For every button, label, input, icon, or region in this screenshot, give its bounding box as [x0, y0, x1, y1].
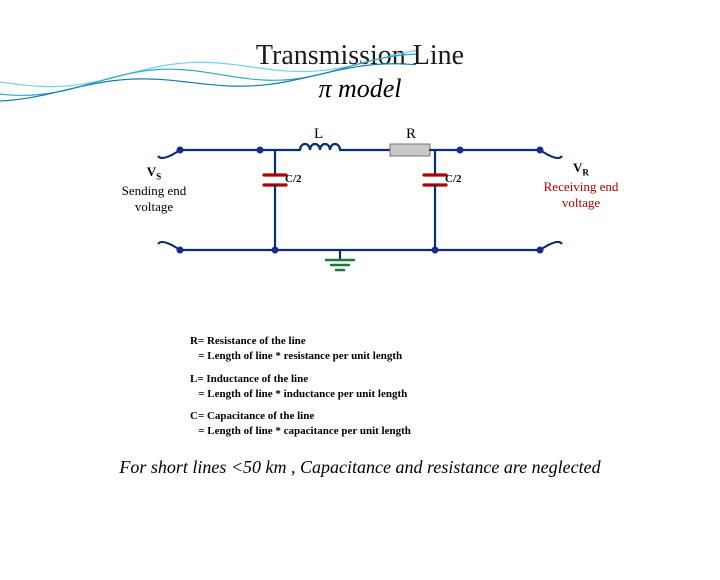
label-C2-left: C/2 — [285, 173, 302, 185]
circuit-svg — [0, 110, 720, 330]
vr-symbol: VR — [573, 160, 589, 175]
footer-text: For short lines <50 km , Capacitance and… — [0, 457, 720, 478]
sending-line2: voltage — [135, 199, 173, 214]
notes-block: R= Resistance of the line = Length of li… — [190, 334, 720, 439]
label-R: R — [406, 126, 416, 143]
note-l: L= Inductance of the line = Length of li… — [190, 372, 720, 402]
vs-symbol: VS — [147, 164, 161, 179]
note-r: R= Resistance of the line = Length of li… — [190, 334, 720, 364]
sending-line1: Sending end — [122, 183, 187, 198]
receiving-line2: voltage — [562, 195, 600, 210]
receiving-line1: Receiving end — [544, 179, 619, 194]
note-c: C= Capacitance of the line = Length of l… — [190, 409, 720, 439]
receiving-label: VR Receiving end voltage — [536, 160, 626, 211]
label-L: L — [314, 126, 323, 143]
sending-label: VS Sending end voltage — [118, 164, 190, 215]
label-C2-right: C/2 — [445, 173, 462, 185]
circuit-diagram: L R C/2 C/2 VS Sending end voltage VR Re… — [0, 110, 720, 330]
